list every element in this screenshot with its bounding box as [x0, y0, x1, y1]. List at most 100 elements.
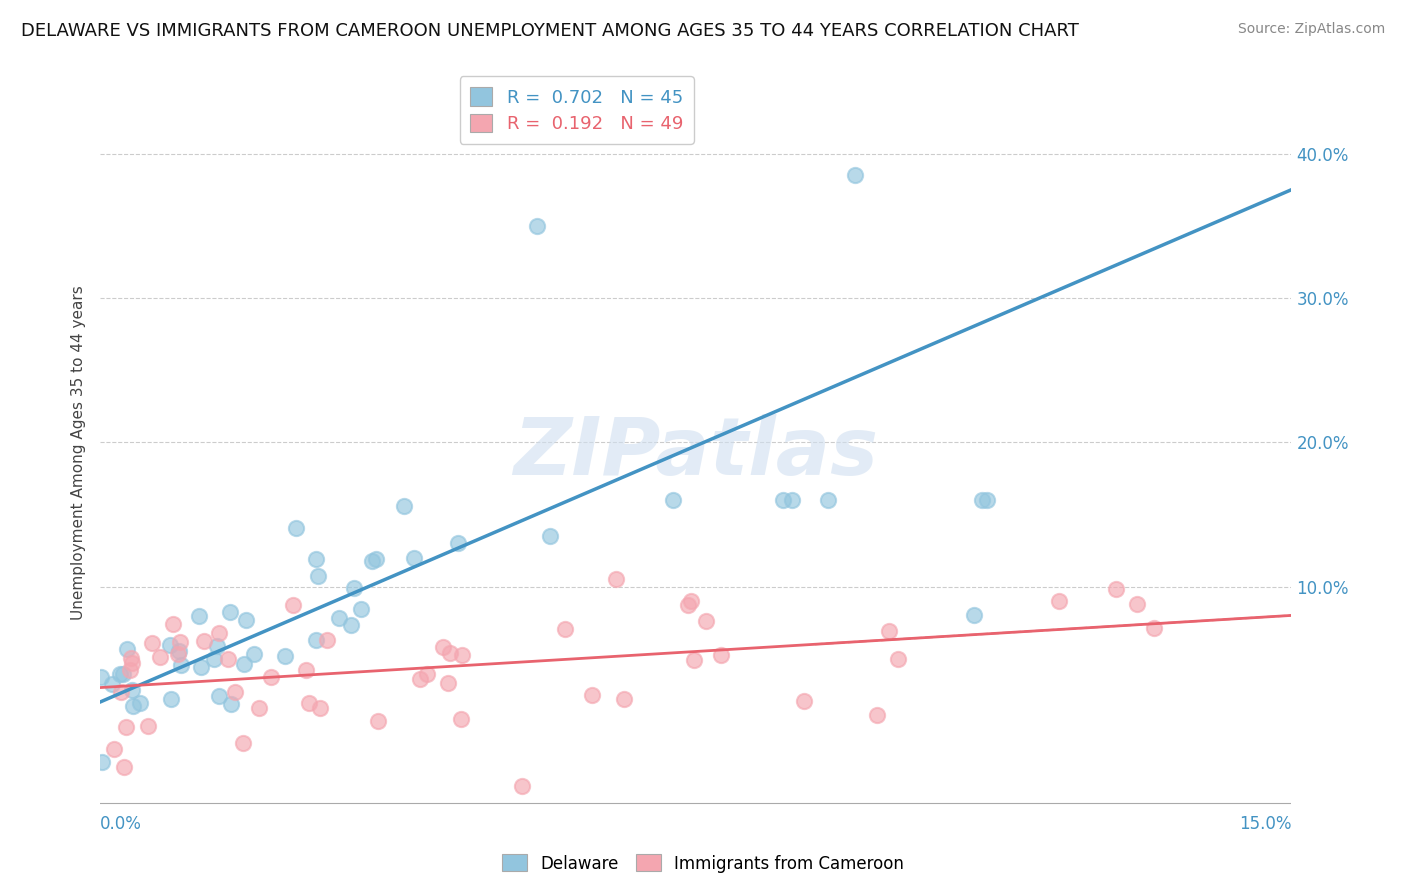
- Point: [274, 649, 297, 664]
- Point: [772, 492, 794, 507]
- Point: [232, 735, 254, 749]
- Point: [343, 581, 366, 595]
- Point: [970, 492, 993, 507]
- Point: [613, 692, 636, 706]
- Point: [432, 640, 454, 654]
- Point: [136, 719, 159, 733]
- Point: [392, 500, 415, 514]
- Point: [450, 712, 472, 726]
- Point: [235, 613, 257, 627]
- Point: [159, 638, 181, 652]
- Point: [877, 624, 900, 639]
- Point: [681, 594, 703, 608]
- Point: [247, 700, 270, 714]
- Legend: Delaware, Immigrants from Cameroon: Delaware, Immigrants from Cameroon: [495, 847, 911, 880]
- Point: [219, 606, 242, 620]
- Point: [581, 688, 603, 702]
- Point: [115, 721, 138, 735]
- Point: [110, 684, 132, 698]
- Point: [112, 760, 135, 774]
- Point: [260, 670, 283, 684]
- Point: [208, 626, 231, 640]
- Point: [120, 651, 142, 665]
- Point: [339, 618, 361, 632]
- Point: [217, 652, 239, 666]
- Point: [141, 636, 163, 650]
- Point: [439, 646, 461, 660]
- Point: [121, 682, 143, 697]
- Point: [108, 667, 131, 681]
- Point: [91, 755, 114, 769]
- Legend: R =  0.702   N = 45, R =  0.192   N = 49: R = 0.702 N = 45, R = 0.192 N = 49: [460, 77, 693, 144]
- Point: [170, 658, 193, 673]
- Point: [364, 552, 387, 566]
- Y-axis label: Unemployment Among Ages 35 to 44 years: Unemployment Among Ages 35 to 44 years: [72, 285, 86, 621]
- Point: [149, 649, 172, 664]
- Point: [121, 657, 143, 671]
- Point: [111, 667, 134, 681]
- Point: [305, 551, 328, 566]
- Point: [450, 648, 472, 662]
- Point: [129, 696, 152, 710]
- Point: [540, 529, 562, 543]
- Point: [367, 714, 389, 728]
- Point: [328, 611, 350, 625]
- Text: DELAWARE VS IMMIGRANTS FROM CAMEROON UNEMPLOYMENT AMONG AGES 35 TO 44 YEARS CORR: DELAWARE VS IMMIGRANTS FROM CAMEROON UNE…: [21, 22, 1078, 40]
- Point: [409, 672, 432, 686]
- Point: [315, 632, 337, 647]
- Point: [446, 536, 468, 550]
- Point: [90, 670, 112, 684]
- Point: [224, 685, 246, 699]
- Point: [963, 608, 986, 623]
- Point: [887, 652, 910, 666]
- Point: [118, 663, 141, 677]
- Text: 15.0%: 15.0%: [1239, 814, 1292, 832]
- Point: [1047, 593, 1070, 607]
- Text: Source: ZipAtlas.com: Source: ZipAtlas.com: [1237, 22, 1385, 37]
- Point: [437, 675, 460, 690]
- Text: 0.0%: 0.0%: [100, 814, 142, 832]
- Point: [169, 635, 191, 649]
- Point: [510, 780, 533, 794]
- Point: [404, 551, 426, 566]
- Point: [298, 696, 321, 710]
- Text: ZIPatlas: ZIPatlas: [513, 414, 879, 492]
- Point: [866, 708, 889, 723]
- Point: [281, 598, 304, 612]
- Point: [205, 640, 228, 654]
- Point: [167, 644, 190, 658]
- Point: [188, 609, 211, 624]
- Point: [305, 632, 328, 647]
- Point: [219, 697, 242, 711]
- Point: [193, 634, 215, 648]
- Point: [793, 694, 815, 708]
- Point: [844, 168, 866, 182]
- Point: [415, 667, 437, 681]
- Point: [101, 677, 124, 691]
- Point: [309, 701, 332, 715]
- Point: [710, 648, 733, 662]
- Point: [682, 653, 704, 667]
- Point: [207, 689, 229, 703]
- Point: [103, 742, 125, 756]
- Point: [190, 660, 212, 674]
- Point: [115, 641, 138, 656]
- Point: [307, 569, 329, 583]
- Point: [361, 554, 384, 568]
- Point: [243, 647, 266, 661]
- Point: [1104, 582, 1126, 597]
- Point: [661, 492, 683, 507]
- Point: [817, 492, 839, 507]
- Point: [233, 657, 256, 671]
- Point: [554, 622, 576, 636]
- Point: [1125, 598, 1147, 612]
- Point: [782, 492, 804, 507]
- Point: [122, 699, 145, 714]
- Point: [976, 492, 998, 507]
- Point: [350, 602, 373, 616]
- Point: [1142, 621, 1164, 635]
- Point: [162, 616, 184, 631]
- Point: [695, 614, 717, 628]
- Point: [676, 598, 699, 612]
- Point: [202, 652, 225, 666]
